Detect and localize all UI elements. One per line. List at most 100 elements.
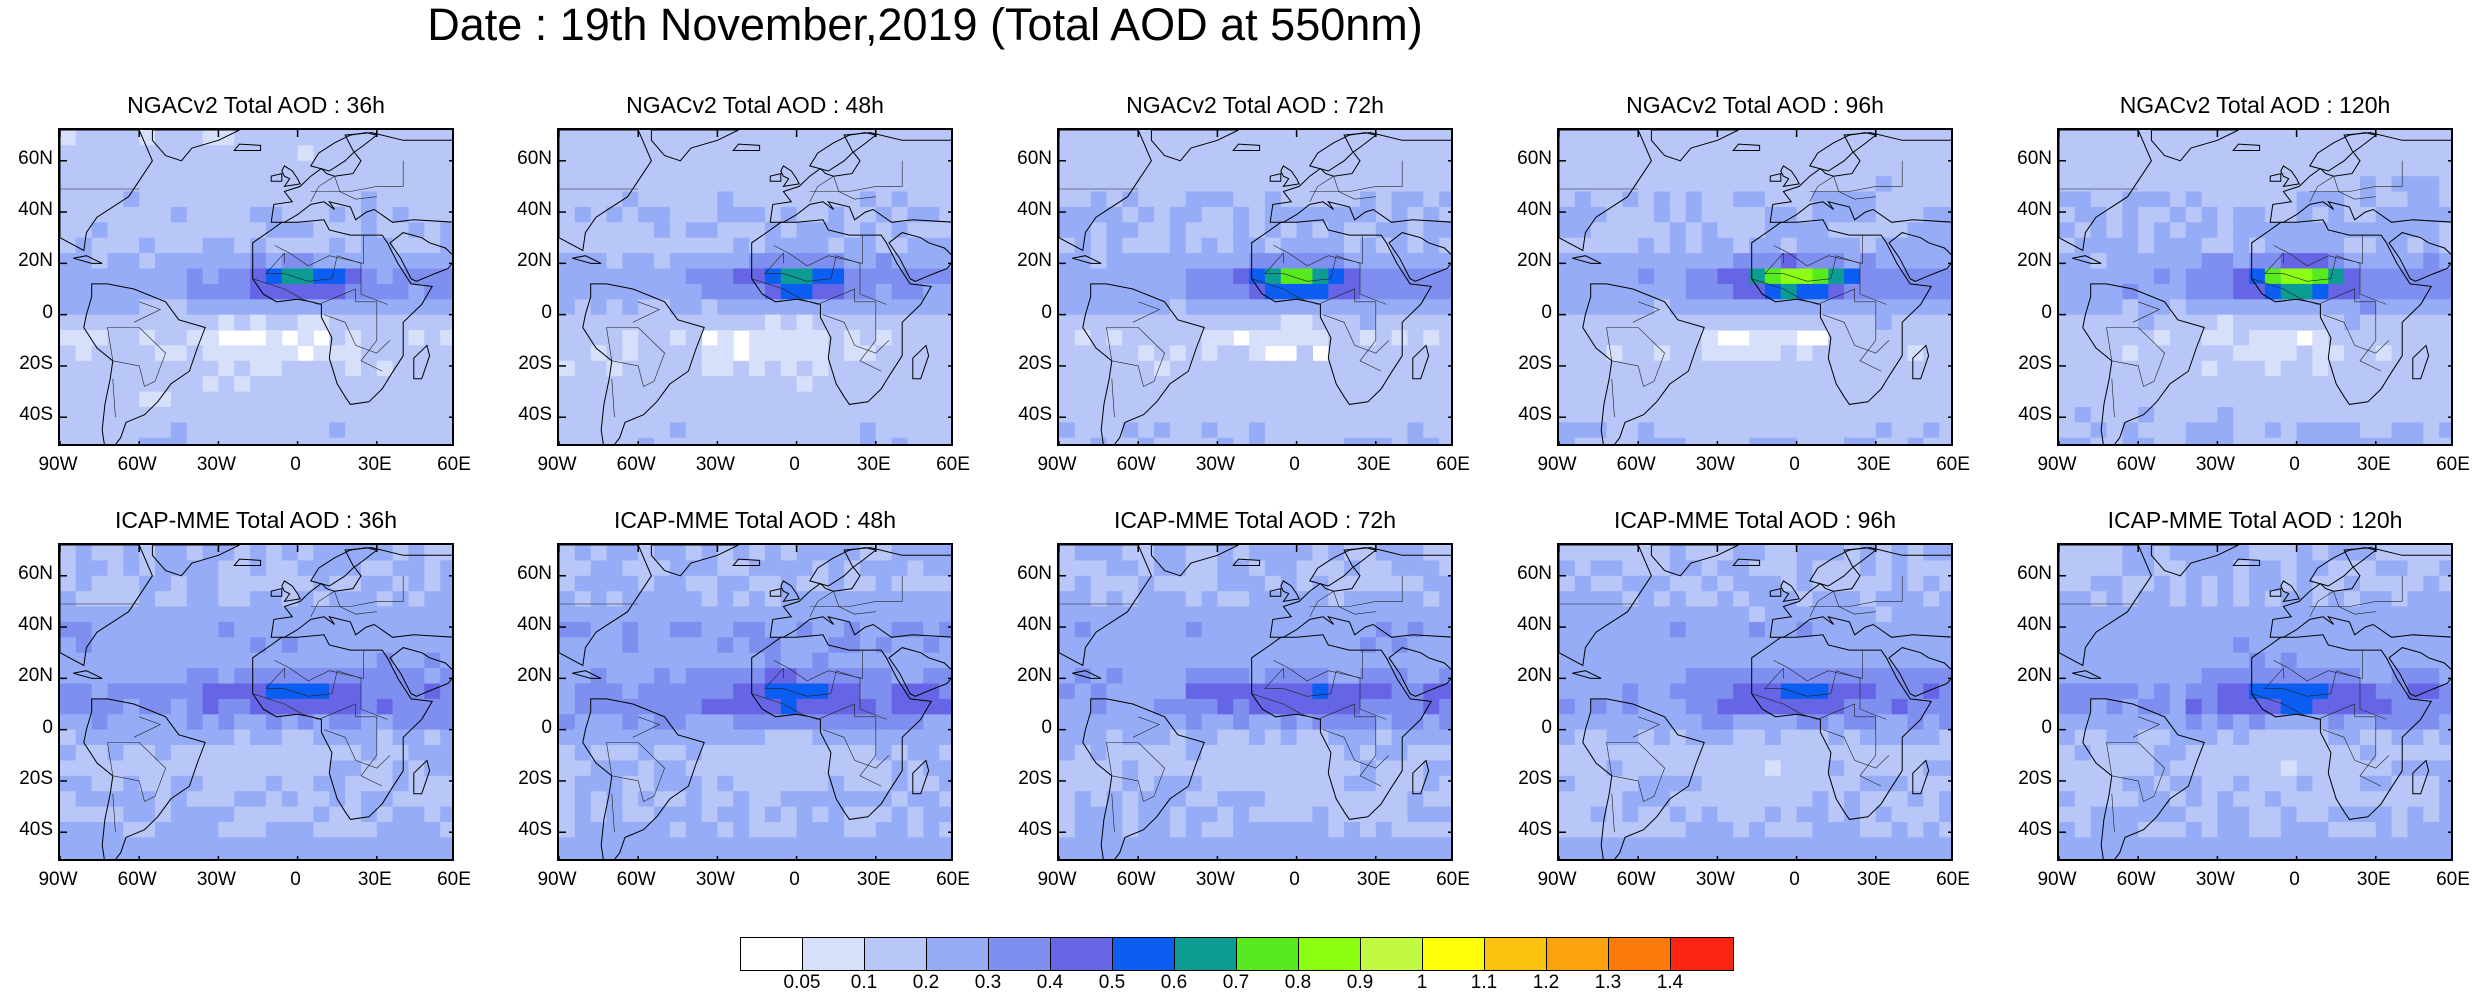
lat-tick-label: 20S: [1518, 767, 1552, 789]
lon-tick-label: 0: [789, 869, 800, 890]
lon-tick-label: 60E: [936, 454, 970, 475]
coastline-ireland: [1269, 172, 1282, 182]
aod-field: [60, 130, 452, 444]
country-border: [2322, 314, 2390, 354]
country-border: [1773, 235, 1863, 267]
country-border: [751, 278, 882, 372]
colorbar-swatch: [1485, 938, 1547, 970]
lon-tick-label: 60E: [2436, 869, 2470, 890]
country-border: [1822, 314, 1890, 354]
country-border: [2132, 301, 2161, 323]
country-border: [1809, 590, 1876, 617]
lat-tick-label: 40S: [1018, 404, 1052, 426]
country-border: [611, 793, 615, 833]
country-border: [2273, 650, 2363, 682]
lon-tick-label: 30W: [695, 454, 735, 475]
country-border: [274, 235, 364, 267]
coastline-namerica: [60, 130, 153, 252]
lon-tick-label: 30W: [1695, 454, 1735, 475]
country-border: [310, 160, 404, 192]
lat-tick-label: 20N: [1517, 665, 1552, 687]
coastline-uk: [1280, 165, 1300, 188]
country-border: [1606, 327, 1665, 387]
coastline-greenland: [650, 545, 739, 577]
lat-tick-label: 20N: [1017, 665, 1052, 687]
coastline-namerica: [2059, 545, 2152, 667]
coastline-europe: [1269, 547, 1451, 638]
lon-tick-label: 30E: [2356, 869, 2391, 890]
colorbar-label: 0.7: [1222, 972, 1250, 993]
coastline-madagascar: [912, 344, 930, 380]
country-border: [1809, 160, 1903, 192]
country-border: [1751, 278, 1882, 372]
country-border: [2322, 729, 2390, 769]
coastline-namerica: [1059, 130, 1152, 252]
coastline-madagascar: [1912, 344, 1930, 380]
country-border: [809, 175, 876, 202]
lat-tick-label: 20S: [1018, 767, 1052, 789]
map-panel: [557, 128, 953, 446]
coastline-ireland: [1769, 587, 1782, 597]
coastline-uk: [780, 165, 800, 188]
coastline-cuba: [73, 255, 103, 264]
coastline-africa: [2251, 219, 2433, 405]
country-border: [1273, 235, 1363, 267]
coastline-europe: [1769, 132, 1951, 223]
country-border: [265, 252, 388, 305]
lat-tick-label: 60N: [517, 147, 552, 169]
coastline-samerica: [1082, 283, 1205, 444]
country-border: [751, 693, 882, 787]
coastline-iceland: [732, 558, 761, 566]
lon-tick-label: 60E: [1436, 869, 1470, 890]
country-border: [2111, 793, 2115, 833]
country-border: [611, 378, 615, 418]
coastline-africa: [751, 634, 933, 820]
country-border: [1322, 729, 1390, 769]
panel-title: NGACv2 Total AOD : 48h: [626, 92, 884, 118]
lon-tick-label: 90W: [2037, 869, 2077, 890]
coastline-namerica: [60, 545, 153, 667]
coastline-africa: [1251, 219, 1433, 405]
country-border: [1822, 729, 1890, 769]
lon-tick-label: 30W: [1695, 869, 1735, 890]
lon-tick-label: 60E: [1436, 454, 1470, 475]
colorbar-label: 0.6: [1160, 972, 1188, 993]
coastline-samerica: [582, 283, 705, 444]
panel-title: NGACv2 Total AOD : 36h: [127, 92, 385, 118]
lon-tick-label: 0: [1289, 454, 1300, 475]
lat-tick-label: 0: [42, 716, 53, 738]
lon-tick-label: 30W: [196, 869, 236, 890]
colorbar-label: 0.5: [1098, 972, 1126, 993]
lon-tick-label: 60E: [1936, 454, 1970, 475]
coastline-arabia: [1888, 647, 1951, 697]
coastline-africa: [1751, 634, 1933, 820]
coastline-madagascar: [2412, 344, 2430, 380]
lat-tick-label: 20N: [2017, 250, 2052, 272]
country-border: [809, 160, 903, 192]
aod-field: [559, 545, 951, 859]
aod-field: [60, 545, 452, 859]
coastline-cuba: [572, 255, 602, 264]
lat-tick-label: 20S: [1018, 352, 1052, 374]
country-border: [1309, 160, 1403, 192]
lat-tick-label: 40N: [517, 199, 552, 221]
lon-tick-label: 0: [789, 454, 800, 475]
lat-tick-label: 40S: [2018, 819, 2052, 841]
country-border: [809, 590, 876, 617]
coastline-greenland: [1150, 130, 1239, 162]
panel-title: NGACv2 Total AOD : 72h: [1126, 92, 1384, 118]
coastline-europe: [270, 132, 452, 223]
country-border: [1611, 378, 1615, 418]
main-title: Date : 19th November,2019 (Total AOD at …: [427, 0, 1423, 50]
country-border: [310, 575, 404, 607]
colorbar-swatch: [989, 938, 1051, 970]
colorbar-label: 1.1: [1470, 972, 1498, 993]
lon-tick-label: 90W: [537, 454, 577, 475]
coastline-cuba: [1072, 255, 1102, 264]
coastline-namerica: [1559, 545, 1652, 667]
coastline-samerica: [83, 698, 206, 859]
coastline-ireland: [1269, 587, 1282, 597]
country-border: [107, 742, 166, 802]
country-border: [112, 793, 116, 833]
coastline-europe: [2269, 132, 2451, 223]
